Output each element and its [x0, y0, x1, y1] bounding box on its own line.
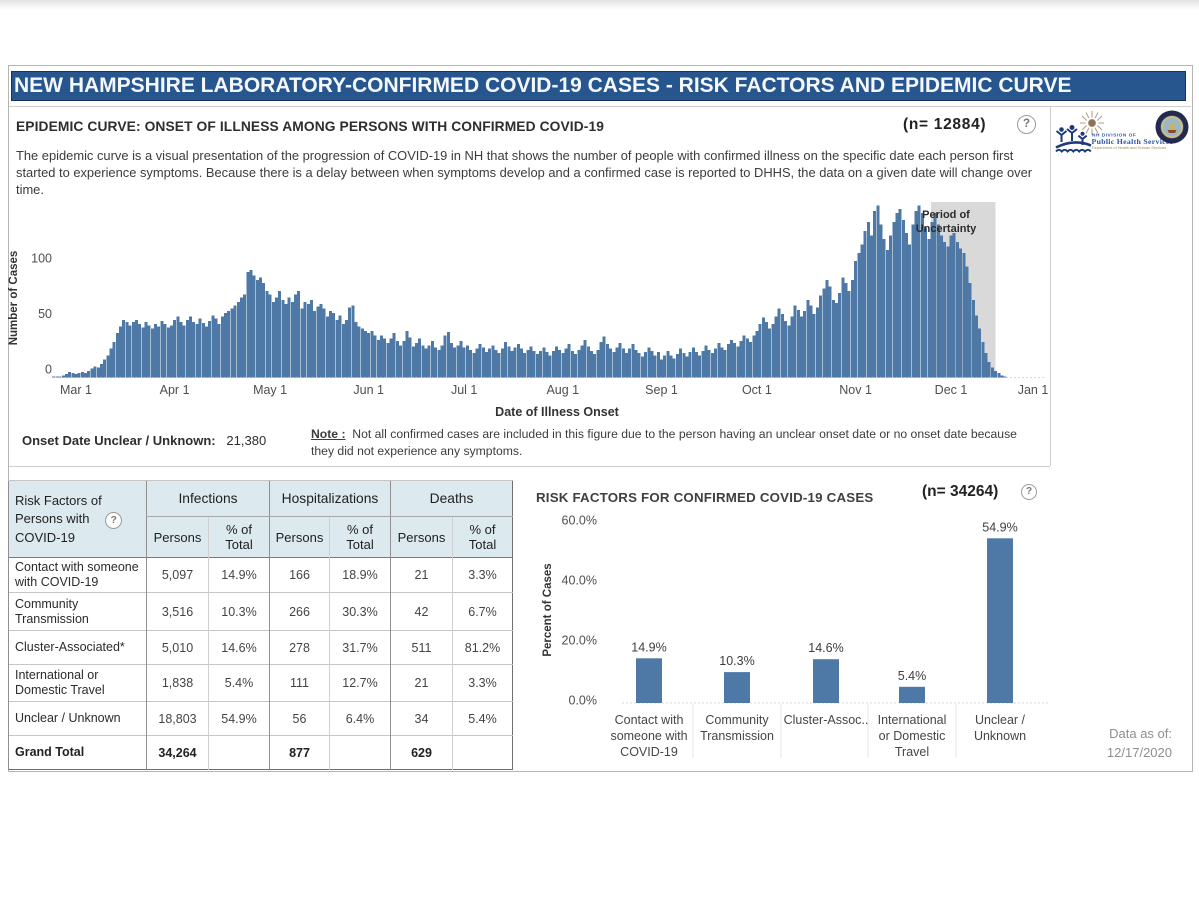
svg-text:May 1: May 1 [253, 383, 287, 397]
svg-text:Unclear /: Unclear / [975, 713, 1026, 727]
svg-text:Cluster-Assoc..: Cluster-Assoc.. [784, 713, 869, 727]
svg-text:Department of Health and Human: Department of Health and Human Services [1092, 145, 1166, 150]
svg-text:Number of Cases: Number of Cases [8, 251, 20, 346]
svg-text:Nov 1: Nov 1 [839, 383, 872, 397]
svg-text:Sep 1: Sep 1 [645, 383, 678, 397]
svg-text:Aug 1: Aug 1 [546, 383, 579, 397]
svg-text:Mar 1: Mar 1 [60, 383, 92, 397]
svg-text:54.9%: 54.9% [982, 520, 1017, 534]
svg-text:Dec 1: Dec 1 [935, 383, 968, 397]
svg-text:50: 50 [38, 307, 52, 321]
svg-text:40.0%: 40.0% [562, 574, 597, 588]
svg-text:0: 0 [45, 362, 52, 376]
svg-text:100: 100 [31, 251, 52, 265]
svg-text:Oct 1: Oct 1 [742, 383, 772, 397]
svg-text:Transmission: Transmission [700, 729, 774, 743]
svg-text:14.9%: 14.9% [631, 640, 666, 654]
svg-text:Jan 1: Jan 1 [1018, 383, 1049, 397]
svg-text:someone with: someone with [610, 729, 687, 743]
svg-text:Period of: Period of [922, 209, 970, 221]
svg-text:Travel: Travel [895, 745, 929, 759]
svg-text:20.0%: 20.0% [562, 634, 597, 648]
svg-text:Date of Illness Onset: Date of Illness Onset [495, 405, 619, 419]
svg-text:0.0%: 0.0% [569, 694, 598, 708]
svg-text:COVID-19: COVID-19 [620, 745, 678, 759]
svg-text:or Domestic: or Domestic [879, 729, 946, 743]
svg-text:14.6%: 14.6% [808, 641, 843, 655]
svg-text:Jun 1: Jun 1 [353, 383, 384, 397]
svg-text:Public Health Services: Public Health Services [1092, 137, 1174, 146]
svg-text:International: International [878, 713, 947, 727]
svg-text:Jul 1: Jul 1 [451, 383, 477, 397]
svg-text:5.4%: 5.4% [898, 669, 927, 683]
svg-text:Percent of Cases: Percent of Cases [542, 563, 554, 656]
svg-text:Uncertainty: Uncertainty [916, 223, 977, 235]
svg-text:Unknown: Unknown [974, 729, 1026, 743]
svg-text:NH DIVISION OF: NH DIVISION OF [1092, 133, 1136, 139]
svg-text:10.3%: 10.3% [719, 654, 754, 668]
svg-text:Community: Community [705, 713, 769, 727]
svg-text:Apr 1: Apr 1 [160, 383, 190, 397]
svg-text:60.0%: 60.0% [562, 514, 597, 528]
svg-text:Contact with: Contact with [615, 713, 684, 727]
